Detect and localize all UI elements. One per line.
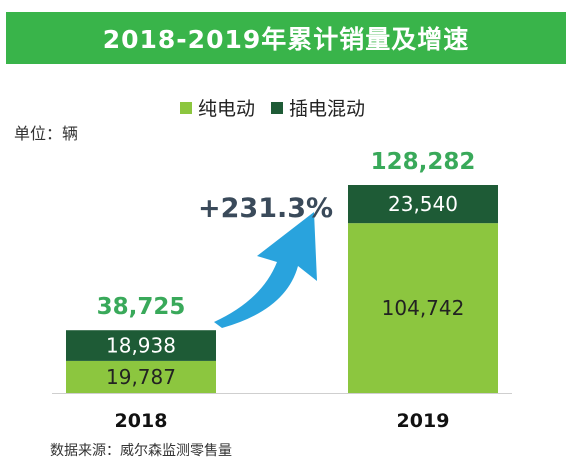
bar-phev-2018 [66, 330, 216, 361]
x-tick-label-2018: 2018 [115, 410, 168, 432]
data-label-bev-2019: 104,742 [382, 296, 465, 320]
data-label-phev-2019: 23,540 [388, 192, 458, 216]
bar-bev-2019 [348, 223, 498, 393]
legend-label-bev: 纯电动 [198, 98, 256, 120]
x-tick-label-2019: 2019 [397, 410, 450, 432]
legend-swatch-phev [271, 101, 284, 114]
growth-label: +231.3% [198, 193, 334, 224]
source-note: 数据来源：威尔森监测零售量 [50, 443, 232, 459]
legend: 纯电动 插电混动 [180, 94, 365, 121]
data-label-total-2018: 38,725 [97, 294, 186, 320]
legend-item-bev: 纯电动 [180, 94, 255, 121]
legend-label-phev: 插电混动 [289, 98, 366, 120]
growth-arrow [214, 212, 317, 328]
data-label-phev-2018: 18,938 [106, 334, 176, 358]
bar-phev-2019 [348, 185, 498, 224]
data-label-total-2019: 128,282 [371, 149, 476, 175]
legend-item-phev: 插电混动 [271, 94, 365, 121]
chart-title: 2018-2019年累计销量及增速 [6, 12, 566, 64]
bar-bev-2018 [66, 360, 216, 393]
unit-label: 单位：辆 [14, 124, 79, 143]
legend-swatch-bev [180, 101, 192, 114]
data-label-bev-2018: 19,787 [106, 365, 176, 389]
